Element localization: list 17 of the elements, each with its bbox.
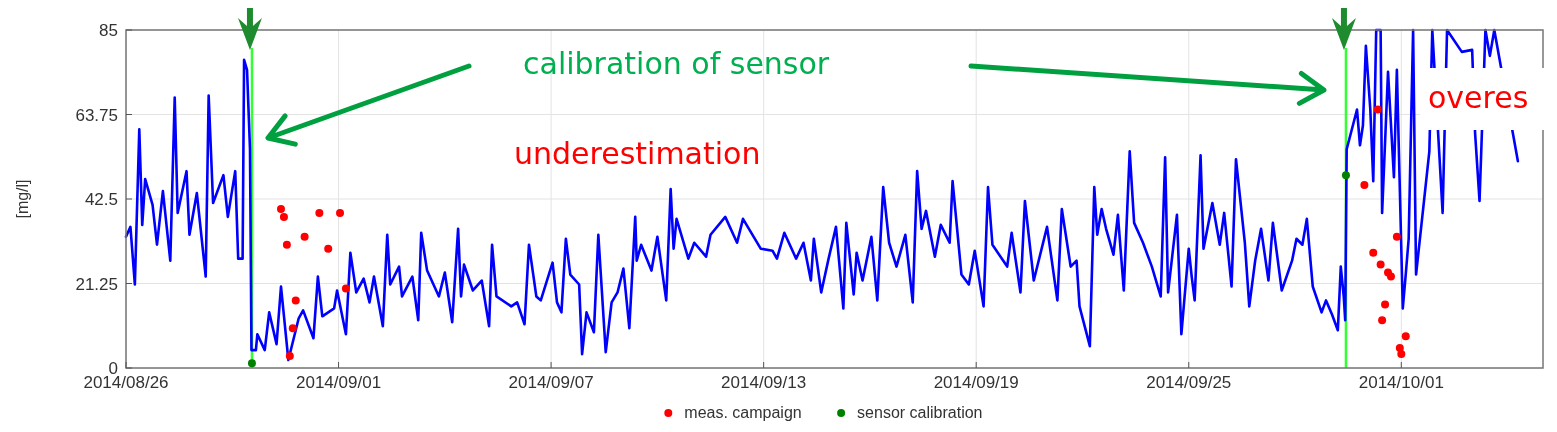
annotation: overes [1428,80,1529,115]
x-tick-label: 2014/08/26 [83,373,169,392]
x-tick-label: 2014/10/01 [1358,373,1444,392]
y-tick-label: 85 [99,21,118,40]
x-tick-label: 2014/09/25 [1146,373,1232,392]
y-axis-title: [mg/l] [14,179,31,219]
x-tick-label: 2014/09/01 [296,373,382,392]
x-tick-label: 2014/09/13 [721,373,807,392]
annotation: calibration of sensor [523,46,830,81]
x-tick-label: 2014/09/07 [508,373,594,392]
legend-label: sensor calibration [857,404,983,421]
y-tick-label: 21.25 [75,274,118,294]
y-tick-label: 63.75 [75,105,118,125]
annotation: underestimation [514,136,761,171]
legend-label: meas. campaign [684,404,802,421]
x-tick-label: 2014/09/19 [933,373,1019,392]
y-tick-label: 42.5 [84,190,118,209]
